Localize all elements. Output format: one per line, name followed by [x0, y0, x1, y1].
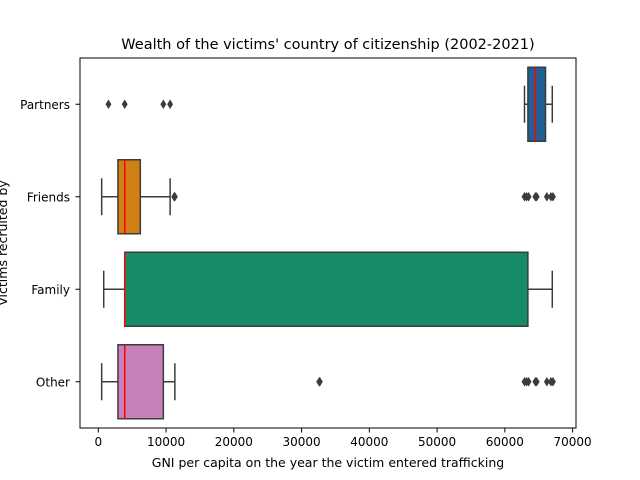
x-axis: 0 10000 20000 30000 40000 50000 60000 70000 — [94, 428, 592, 449]
x-tick-label: 60000 — [486, 435, 524, 449]
x-tick-label: 10000 — [147, 435, 185, 449]
y-axis-label: Victims recruited by — [0, 180, 10, 306]
x-axis-label: GNI per capita on the year the victim en… — [152, 455, 504, 470]
outlier-point — [160, 99, 167, 110]
y-tick-label: Family — [31, 283, 70, 297]
y-tick-label: Partners — [20, 98, 70, 112]
box-family — [123, 251, 529, 327]
y-axis: Partners Friends Family Other — [20, 98, 80, 389]
outlier-point — [533, 191, 540, 202]
y-tick-label: Other — [36, 375, 70, 389]
box-other — [117, 344, 165, 420]
outlier-point — [533, 376, 540, 387]
outlier-point — [525, 376, 532, 387]
outlier-point — [543, 376, 550, 387]
box-partners — [527, 66, 547, 142]
x-tick-label: 0 — [94, 435, 102, 449]
x-tick-label: 30000 — [282, 435, 320, 449]
outlier-point — [550, 191, 556, 202]
outlier-point — [105, 99, 112, 110]
box-group-partners — [105, 66, 554, 142]
outlier-point — [550, 376, 556, 387]
outlier-point — [167, 99, 174, 110]
x-tick-label: 40000 — [350, 435, 388, 449]
plot-area — [100, 66, 556, 420]
box-group-family — [102, 251, 554, 327]
outlier-point — [121, 99, 128, 110]
box-group-friends — [100, 159, 556, 235]
outlier-point — [543, 191, 550, 202]
x-tick-label: 70000 — [554, 435, 592, 449]
outlier-point — [316, 376, 323, 387]
x-tick-label: 50000 — [418, 435, 456, 449]
axes-frame — [79, 57, 577, 429]
outlier-point — [171, 191, 178, 202]
y-tick-label: Friends — [27, 190, 70, 204]
chart-title: Wealth of the victims' country of citize… — [121, 37, 534, 53]
box-friends — [117, 159, 142, 235]
box-group-other — [100, 344, 556, 420]
x-tick-label: 20000 — [215, 435, 253, 449]
outlier-point — [525, 191, 532, 202]
